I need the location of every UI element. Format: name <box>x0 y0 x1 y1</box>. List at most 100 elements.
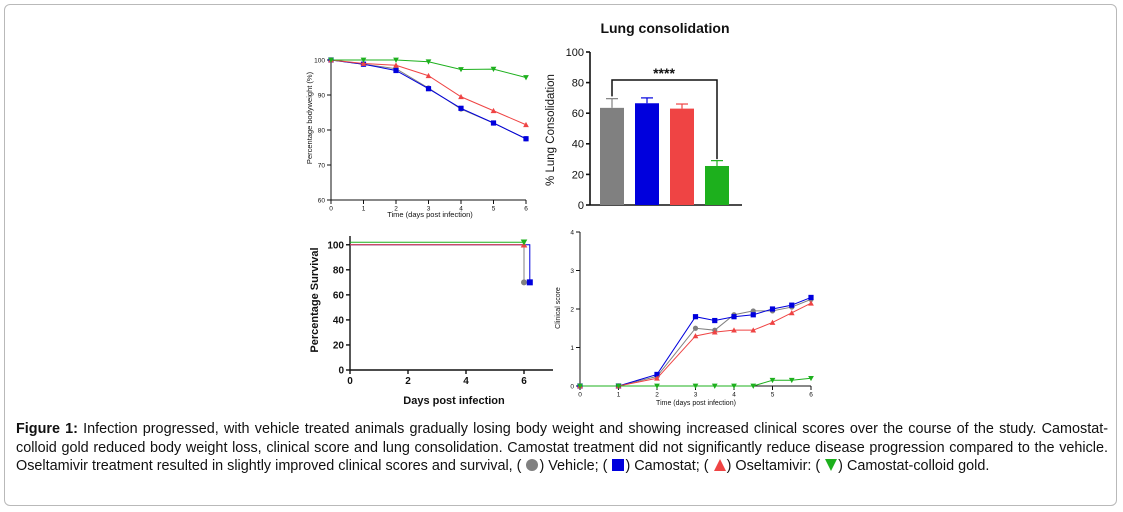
clinical-point-camostat <box>769 306 776 312</box>
survival-ylabel: Percentage Survival <box>309 247 321 352</box>
survival-x-tick-label: 6 <box>521 376 527 387</box>
survival-x-tick-label: 0 <box>347 376 353 387</box>
clinical-y-tick-label: 3 <box>570 268 574 275</box>
oseltamivir-legend-triangle-icon <box>713 459 726 471</box>
clinical-line-oseltamivir <box>580 302 812 387</box>
lung-y-tick-label: 20 <box>572 169 584 181</box>
bodyweight-point-cc_gold <box>393 57 399 63</box>
lung-y-tick-label: 40 <box>572 139 584 151</box>
clinical-point-cc_gold <box>731 383 737 389</box>
survival-y-tick-label: 0 <box>338 366 344 377</box>
bodyweight-point-cc_gold <box>523 75 529 81</box>
bodyweight-line-vehicle <box>330 59 527 140</box>
caption-label: Figure 1: <box>16 421 78 437</box>
clinical-point-cc_gold <box>692 383 699 389</box>
clinical-point-camostat <box>712 317 718 324</box>
clinical-point-oseltamivir <box>788 309 795 316</box>
bodyweight-y-tick-label: 70 <box>318 162 326 169</box>
clinical-line-cc_gold <box>580 377 812 387</box>
clinical-x-tick-label: 6 <box>809 392 813 399</box>
bodyweight-line-camostat <box>330 59 527 140</box>
bodyweight-y-tick-label: 100 <box>314 57 325 64</box>
significance-stars: **** <box>653 65 675 81</box>
bodyweight-x-tick-label: 3 <box>427 206 431 213</box>
survival-y-tick-label: 40 <box>333 315 345 326</box>
bodyweight-point-camostat <box>490 120 497 126</box>
clinical-x-tick-label: 3 <box>694 392 698 399</box>
survival-y-tick-label: 20 <box>333 340 345 351</box>
survival-y-tick-label: 100 <box>327 240 344 251</box>
clinical-point-oseltamivir <box>808 300 814 306</box>
bodyweight-xlabel: Time (days post infection) <box>387 210 473 219</box>
clinical-point-vehicle <box>692 325 699 331</box>
bodyweight-point-cc_gold <box>425 59 432 65</box>
clinical-point-cc_gold <box>615 383 622 389</box>
bodyweight-point-camostat <box>425 86 432 92</box>
bodyweight-point-cc_gold <box>490 66 497 72</box>
clinical-score-chart: Clinical score Time (days post infection… <box>555 229 814 407</box>
clinical-x-tick-label: 2 <box>655 392 659 399</box>
clinical-point-oseltamivir <box>731 327 737 333</box>
survival-x-tick-label: 4 <box>463 376 469 387</box>
bodyweight-x-tick-label: 0 <box>329 206 333 213</box>
figure-charts: Percentage bodyweight (%) Time (days pos… <box>305 20 814 407</box>
clinical-point-camostat <box>808 294 814 301</box>
cc-gold-legend-triangle-down-icon <box>825 459 838 471</box>
lung-bar-camostat <box>635 103 659 205</box>
clinical-point-oseltamivir <box>711 329 718 335</box>
bodyweight-x-tick-label: 5 <box>492 206 496 213</box>
lung-y-tick-label: 60 <box>572 108 584 120</box>
lung-ylabel: % Lung Consolidation <box>545 74 557 186</box>
clinical-point-cc_gold <box>750 383 757 389</box>
survival-end-marker-cc_gold <box>520 239 528 246</box>
bodyweight-point-camostat <box>458 105 464 111</box>
clinical-line-camostat <box>580 296 812 387</box>
bodyweight-y-tick-label: 80 <box>318 127 326 134</box>
lung-consolidation-chart: Lung consolidation % Lung Consolidation … <box>545 20 742 212</box>
lung-y-tick-label: 100 <box>566 47 584 59</box>
survival-y-tick-label: 60 <box>333 290 345 301</box>
bodyweight-x-tick-label: 1 <box>362 206 366 213</box>
bodyweight-point-oseltamivir <box>458 93 464 100</box>
clinical-point-oseltamivir <box>769 319 776 325</box>
clinical-x-tick-label: 1 <box>617 392 621 399</box>
bodyweight-x-tick-label: 2 <box>394 206 398 213</box>
caption-oseltamivir: ) Oseltamivir: ( <box>726 458 825 474</box>
lung-y-tick-label: 80 <box>572 77 584 89</box>
bodyweight-point-oseltamivir <box>490 107 497 114</box>
bodyweight-point-camostat <box>523 136 529 142</box>
clinical-x-tick-label: 5 <box>771 392 775 399</box>
vehicle-legend-circle-icon <box>526 459 539 471</box>
clinical-point-oseltamivir <box>750 327 757 333</box>
survival-chart: Percentage Survival Days post infection … <box>309 236 553 407</box>
bodyweight-point-oseltamivir <box>360 60 367 66</box>
survival-y-tick-label: 80 <box>333 265 345 276</box>
bodyweight-point-camostat <box>393 67 399 74</box>
bodyweight-point-oseltamivir <box>523 121 529 128</box>
clinical-point-oseltamivir <box>692 333 699 339</box>
survival-x-tick-label: 2 <box>405 376 411 387</box>
clinical-point-oseltamivir <box>654 375 660 381</box>
figure-caption: Figure 1: Infection progressed, with veh… <box>16 420 1108 476</box>
bodyweight-point-cc_gold <box>328 57 334 63</box>
bodyweight-ylabel: Percentage bodyweight (%) <box>305 71 314 164</box>
clinical-y-tick-label: 0 <box>570 383 574 390</box>
bodyweight-y-tick-label: 60 <box>318 197 326 204</box>
bodyweight-x-tick-label: 4 <box>459 206 463 213</box>
survival-line-vehicle <box>350 244 525 283</box>
clinical-y-tick-label: 1 <box>570 345 574 352</box>
camostat-legend-square-icon <box>612 459 625 471</box>
bodyweight-point-oseltamivir <box>393 62 399 68</box>
lung-y-tick-label: 0 <box>578 200 584 212</box>
clinical-point-cc_gold <box>711 383 718 389</box>
clinical-point-camostat <box>789 302 795 308</box>
clinical-line-vehicle <box>580 298 812 387</box>
clinical-y-tick-label: 4 <box>570 229 574 236</box>
bodyweight-point-oseltamivir <box>425 72 432 79</box>
survival-end-marker-vehicle <box>521 279 527 286</box>
clinical-point-cc_gold <box>788 377 795 384</box>
survival-end-marker-camostat <box>526 279 533 286</box>
lung-bar-vehicle <box>600 107 624 205</box>
clinical-ylabel: Clinical score <box>555 287 562 329</box>
bodyweight-x-tick-label: 6 <box>524 206 528 213</box>
